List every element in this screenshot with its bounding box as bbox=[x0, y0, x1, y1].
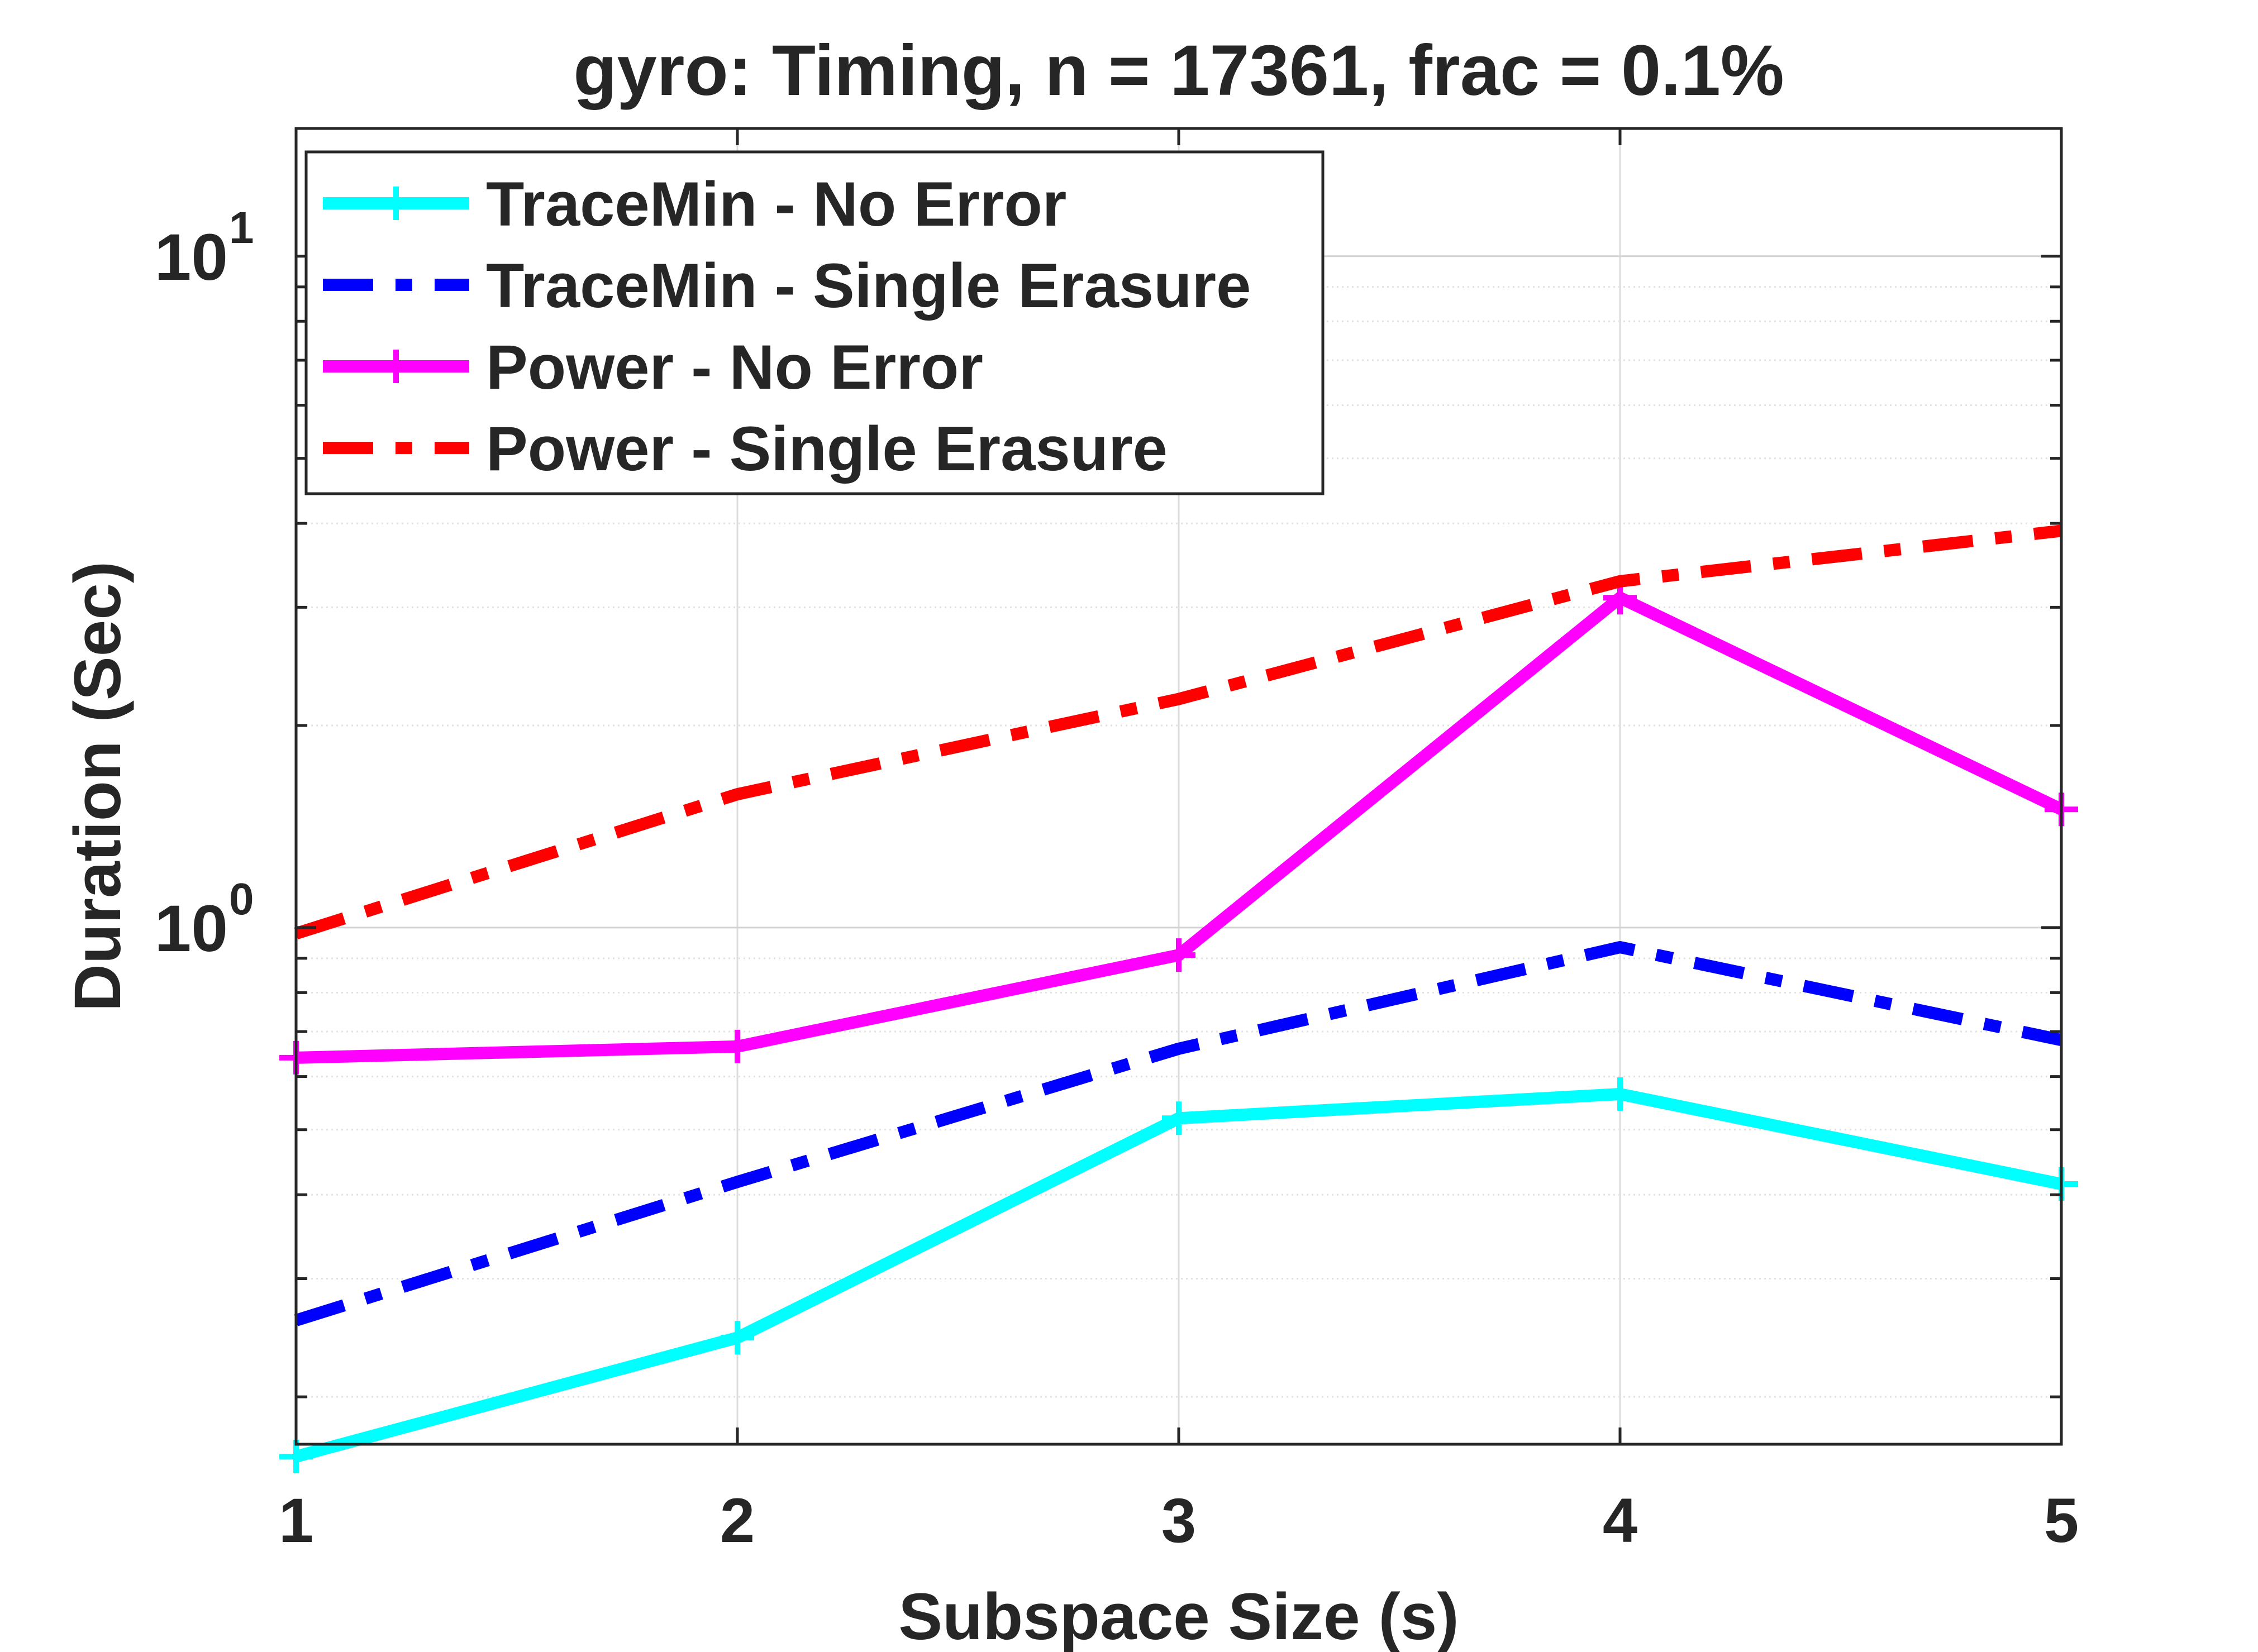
data-point-marker bbox=[721, 1029, 754, 1063]
series-line bbox=[294, 941, 2063, 1326]
data-point-marker bbox=[1603, 1077, 1637, 1111]
series-lines bbox=[279, 524, 2078, 1473]
legend-box bbox=[304, 150, 1325, 495]
y-tick-label-exponent: 0 bbox=[229, 874, 254, 924]
y-axis-label: Duration (Sec) bbox=[61, 561, 135, 1011]
y-tick-label: 10 bbox=[155, 221, 228, 294]
legend-marker-sample bbox=[379, 350, 413, 383]
x-tick-label: 4 bbox=[1603, 1486, 1637, 1555]
legend-entry-label: Power - Single Erasure bbox=[486, 414, 1168, 484]
data-point-marker bbox=[1162, 938, 1195, 972]
data-point-marker bbox=[721, 1321, 754, 1355]
legend-entry-label: TraceMin - Single Erasure bbox=[486, 251, 1251, 321]
x-tick-label: 5 bbox=[2044, 1486, 2079, 1555]
x-tick-label: 3 bbox=[1161, 1486, 1196, 1555]
x-tick-label: 2 bbox=[720, 1486, 755, 1555]
legend-marker-sample bbox=[379, 187, 413, 220]
x-axis-label: Subspace Size (s) bbox=[898, 1580, 1459, 1652]
x-tick-label: 1 bbox=[279, 1486, 313, 1555]
y-tick-label-exponent: 1 bbox=[229, 203, 254, 252]
series-line bbox=[294, 524, 2062, 939]
legend-entry-label: TraceMin - No Error bbox=[486, 169, 1066, 239]
chart-title: gyro: Timing, n = 17361, frac = 0.1% bbox=[573, 31, 1784, 111]
data-point-marker bbox=[1162, 1101, 1195, 1135]
legend: TraceMin - No Error TraceMin - Single Era… bbox=[304, 150, 1325, 495]
legend-entry-label: Power - No Error bbox=[486, 332, 983, 402]
y-tick-label: 10 bbox=[155, 892, 228, 966]
